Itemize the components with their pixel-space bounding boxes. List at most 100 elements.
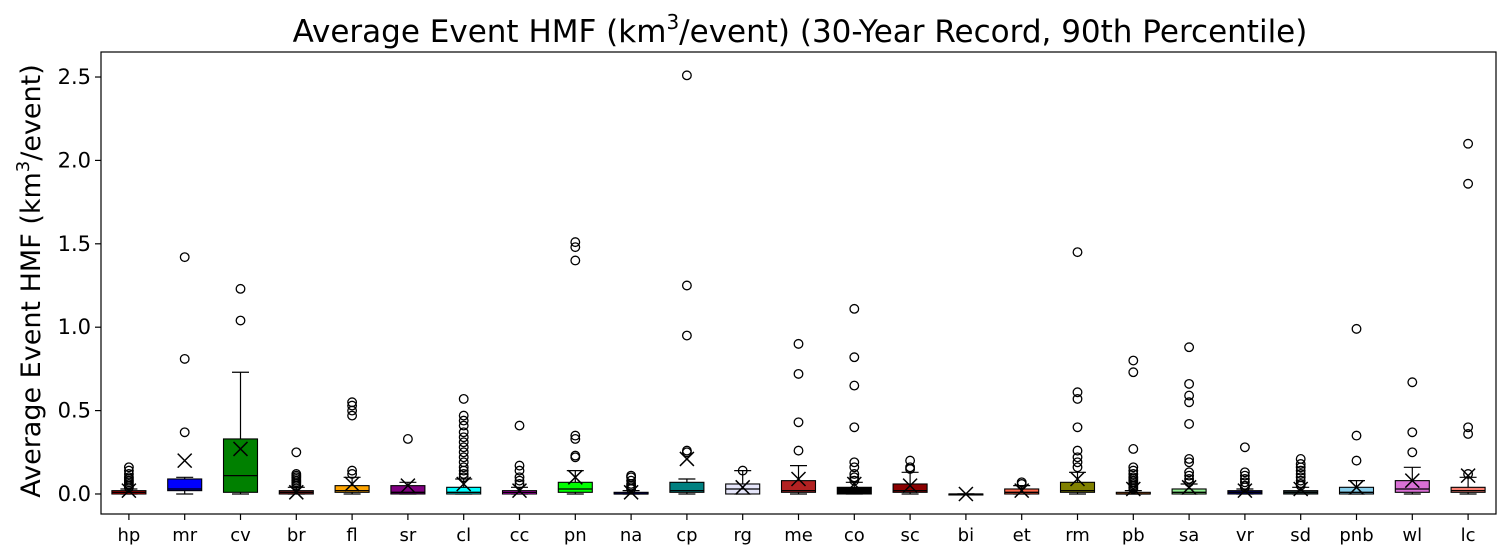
outlier-point (1072, 393, 1083, 404)
mean-marker (1348, 479, 1365, 495)
outlier-point (1351, 323, 1362, 334)
outlier-point (179, 427, 190, 438)
outlier-point (514, 475, 525, 486)
box-rm (1059, 481, 1096, 493)
outlier-point (1128, 465, 1139, 476)
outlier-point (849, 303, 860, 314)
x-tick-label: mr (172, 525, 198, 546)
outlier-point (514, 472, 525, 483)
outlier-point (347, 397, 358, 408)
mean-marker (177, 453, 193, 469)
x-tick-label: rm (1065, 525, 1090, 546)
outlier-point (458, 410, 469, 421)
x-tick-label: sr (400, 525, 417, 546)
outlier-point (1072, 457, 1083, 468)
outlier-point (1239, 470, 1250, 481)
box-sc (892, 483, 928, 493)
outlier-point (514, 460, 525, 471)
outlier-point (458, 447, 469, 458)
outlier-point (514, 465, 525, 476)
mean-marker (790, 471, 807, 487)
outlier-point (849, 380, 860, 391)
outlier-point (514, 420, 525, 431)
box-co (836, 486, 872, 495)
outlier-point (458, 432, 469, 443)
outlier-point (1351, 430, 1362, 441)
outlier-point (458, 472, 469, 483)
outlier-point (1128, 462, 1139, 473)
box-mr (167, 478, 203, 492)
outlier-point (458, 427, 469, 438)
outlier-point (570, 450, 581, 461)
outlier-point (179, 252, 190, 263)
mean-marker (1125, 481, 1141, 497)
outlier-point (458, 457, 469, 468)
outlier-point (458, 415, 469, 426)
box-sa (1171, 488, 1207, 495)
outlier-point (458, 469, 469, 479)
x-tick-label: cc (510, 525, 530, 546)
outlier-point (347, 405, 358, 416)
outlier-point (1072, 247, 1083, 258)
mean-marker (400, 478, 416, 494)
x-tick-label: sd (1290, 525, 1311, 546)
outlier-point (458, 393, 469, 404)
outlier-point (1072, 462, 1083, 473)
outlier-point (1184, 378, 1195, 389)
mean-marker (902, 478, 918, 494)
outlier-point (1407, 377, 1418, 388)
ylabel-text-before: Average Event HMF (km (16, 172, 47, 498)
x-tick-label: et (1013, 525, 1031, 546)
outlier-point (458, 437, 469, 448)
outlier-point (681, 280, 692, 291)
outlier-point (1463, 422, 1474, 433)
outlier-point (1463, 178, 1474, 189)
mean-marker (1237, 483, 1253, 499)
outlier-point (1407, 427, 1418, 438)
y-tick-label: 0.0 (58, 482, 91, 506)
x-tick-label: cl (456, 525, 471, 546)
mean-marker (511, 483, 528, 499)
title-text-after: /event) (30-Year Record, 90th Percentile… (679, 14, 1307, 50)
outlier-point (458, 420, 469, 431)
outlier-point (681, 70, 692, 81)
outlier-point (1128, 472, 1139, 483)
outlier-point (1184, 457, 1195, 468)
x-tick-label: sa (1179, 525, 1199, 546)
box-fl (334, 485, 370, 493)
mean-marker (1014, 483, 1030, 499)
title-text-before: Average Event HMF (km (293, 14, 667, 50)
box-lc (1450, 486, 1486, 493)
outlier-point (1184, 454, 1195, 464)
outlier-point (458, 452, 469, 463)
outlier-point (737, 465, 748, 476)
outlier-point (570, 237, 581, 248)
x-tick-label: sc (900, 525, 919, 546)
x-tick-label: wl (1402, 525, 1422, 546)
outlier-point (1072, 387, 1083, 398)
outlier-point (1407, 447, 1418, 458)
mean-marker (1293, 481, 1309, 497)
outlier-point (1072, 445, 1083, 456)
outlier-point (1239, 474, 1250, 484)
mean-marker (1181, 479, 1197, 495)
mean-marker (1069, 471, 1086, 487)
outlier-point (849, 472, 860, 483)
mean-marker (735, 479, 751, 495)
x-tick-label: lc (1461, 525, 1476, 546)
x-tick-label: rg (733, 525, 752, 546)
outlier-point (681, 330, 692, 341)
outlier-point (849, 462, 860, 473)
mean-marker (121, 483, 137, 499)
outlier-point (570, 430, 581, 441)
outlier-point (347, 400, 358, 411)
x-tick-label: pn (564, 525, 587, 546)
outlier-point (570, 255, 581, 266)
x-tick-label: na (620, 525, 642, 546)
x-tick-label: vr (1236, 525, 1255, 546)
outlier-point (1295, 472, 1306, 483)
outlier-point (1295, 475, 1306, 486)
box-cp (669, 481, 705, 493)
x-tick-label: br (287, 525, 306, 546)
